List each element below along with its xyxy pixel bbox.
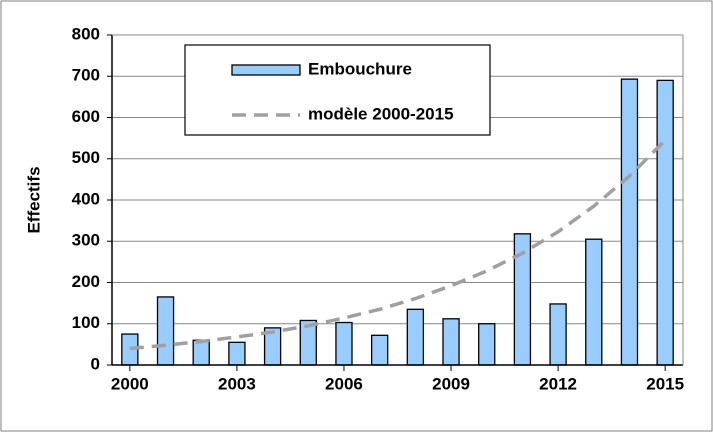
bar [620, 78, 639, 366]
legend-box [184, 44, 491, 136]
x-tick-label: 2009 [432, 374, 470, 393]
bar [442, 318, 460, 366]
bar [406, 308, 425, 366]
x-tick-label: 2000 [111, 374, 149, 393]
bar [656, 79, 674, 366]
y-tick-label: 100 [72, 313, 100, 332]
y-tick-label: 600 [72, 107, 100, 126]
model-line [129, 138, 667, 351]
bar [370, 334, 389, 366]
legend-swatch [231, 64, 301, 76]
bar [335, 321, 353, 366]
y-tick-label: 200 [72, 272, 100, 291]
x-tick-label: 2003 [218, 374, 256, 393]
x-tick-label: 2015 [646, 374, 684, 393]
legend-label: modèle 2000-2015 [308, 104, 454, 123]
y-axis-label: Effectifs [24, 166, 43, 233]
bar [156, 296, 175, 366]
bar [228, 341, 246, 366]
y-tick-label: 500 [72, 148, 100, 167]
x-tick-label: 2006 [325, 374, 363, 393]
y-tick-label: 0 [91, 354, 100, 373]
bar [585, 238, 603, 366]
y-tick-label: 400 [72, 189, 100, 208]
y-tick-label: 300 [72, 231, 100, 250]
legend-label: Embouchure [308, 59, 412, 78]
bar [478, 323, 496, 366]
x-tick-label: 2012 [539, 374, 577, 393]
bar [549, 303, 567, 366]
y-tick-label: 800 [72, 24, 100, 43]
y-tick-label: 700 [72, 66, 100, 85]
bar [192, 339, 210, 366]
